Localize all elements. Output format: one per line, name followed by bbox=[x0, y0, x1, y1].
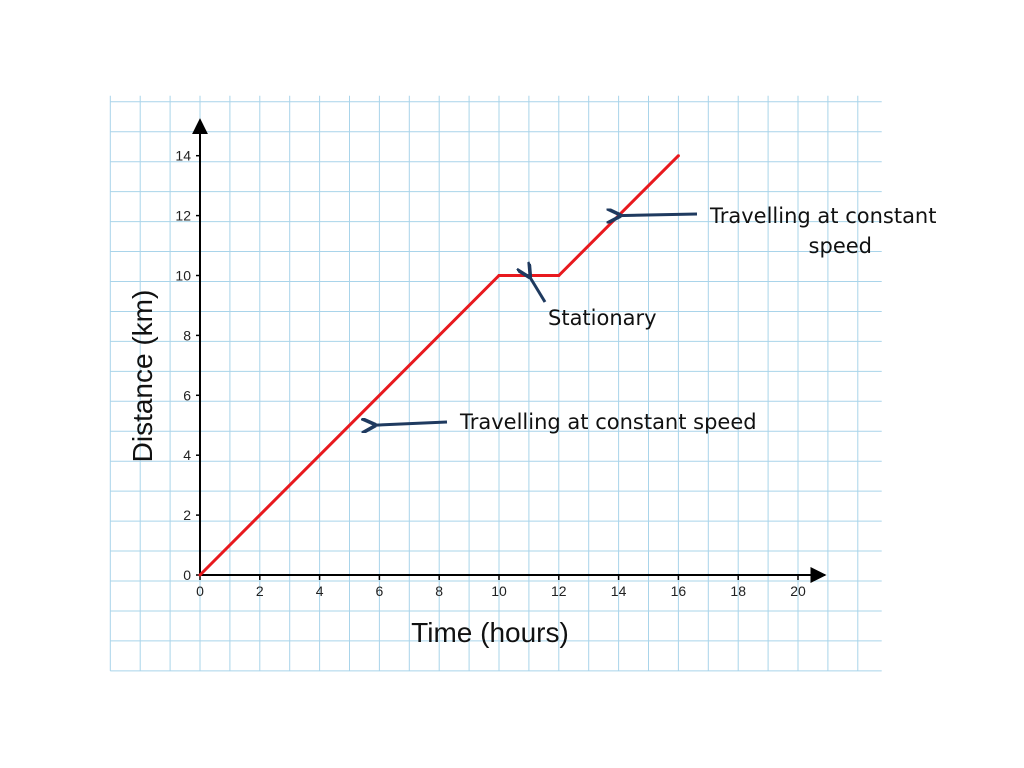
y-tick-label: 14 bbox=[175, 148, 191, 164]
annotation-constant-speed-2-line2: speed bbox=[809, 234, 872, 258]
y-tick-label: 6 bbox=[183, 387, 191, 403]
x-tick-label: 0 bbox=[196, 583, 204, 599]
y-axis-title: Distance (km) bbox=[127, 290, 158, 463]
y-tick-label: 2 bbox=[183, 507, 191, 523]
x-tick-label: 18 bbox=[730, 583, 746, 599]
annotation-arrows bbox=[373, 214, 698, 425]
x-tick-label: 10 bbox=[491, 583, 507, 599]
x-tick-label: 4 bbox=[316, 583, 324, 599]
x-tick-label: 20 bbox=[790, 583, 806, 599]
y-tick-label: 0 bbox=[183, 567, 191, 583]
data-point bbox=[676, 154, 680, 158]
annotation-constant-speed-2-line1: Travelling at constant bbox=[709, 204, 936, 228]
x-axis-title: Time (hours) bbox=[411, 617, 569, 648]
axes bbox=[192, 118, 827, 583]
y-tick-label: 8 bbox=[183, 327, 191, 343]
annotation-arrow-1 bbox=[529, 276, 547, 303]
x-tick-label: 8 bbox=[435, 583, 443, 599]
data-point bbox=[497, 274, 501, 277]
x-axis-ticks: 0 2 4 6 8 10 12 14 16 18 20 bbox=[196, 575, 806, 599]
annotation-arrow-2 bbox=[619, 214, 698, 216]
x-tick-label: 16 bbox=[671, 583, 687, 599]
annotation-constant-speed-1: Travelling at constant speed bbox=[459, 410, 757, 434]
annotation-arrow-0 bbox=[373, 422, 448, 425]
x-tick-label: 6 bbox=[376, 583, 384, 599]
annotation-stationary: Stationary bbox=[548, 306, 657, 330]
data-point bbox=[557, 274, 561, 277]
y-tick-label: 12 bbox=[175, 208, 191, 224]
y-axis-ticks: 0 2 4 6 8 10 12 14 bbox=[175, 148, 200, 583]
data-point bbox=[198, 573, 202, 577]
x-tick-label: 14 bbox=[611, 583, 627, 599]
x-tick-label: 12 bbox=[551, 583, 567, 599]
x-tick-label: 2 bbox=[256, 583, 264, 599]
y-tick-label: 4 bbox=[183, 447, 191, 463]
y-tick-label: 10 bbox=[175, 268, 191, 284]
